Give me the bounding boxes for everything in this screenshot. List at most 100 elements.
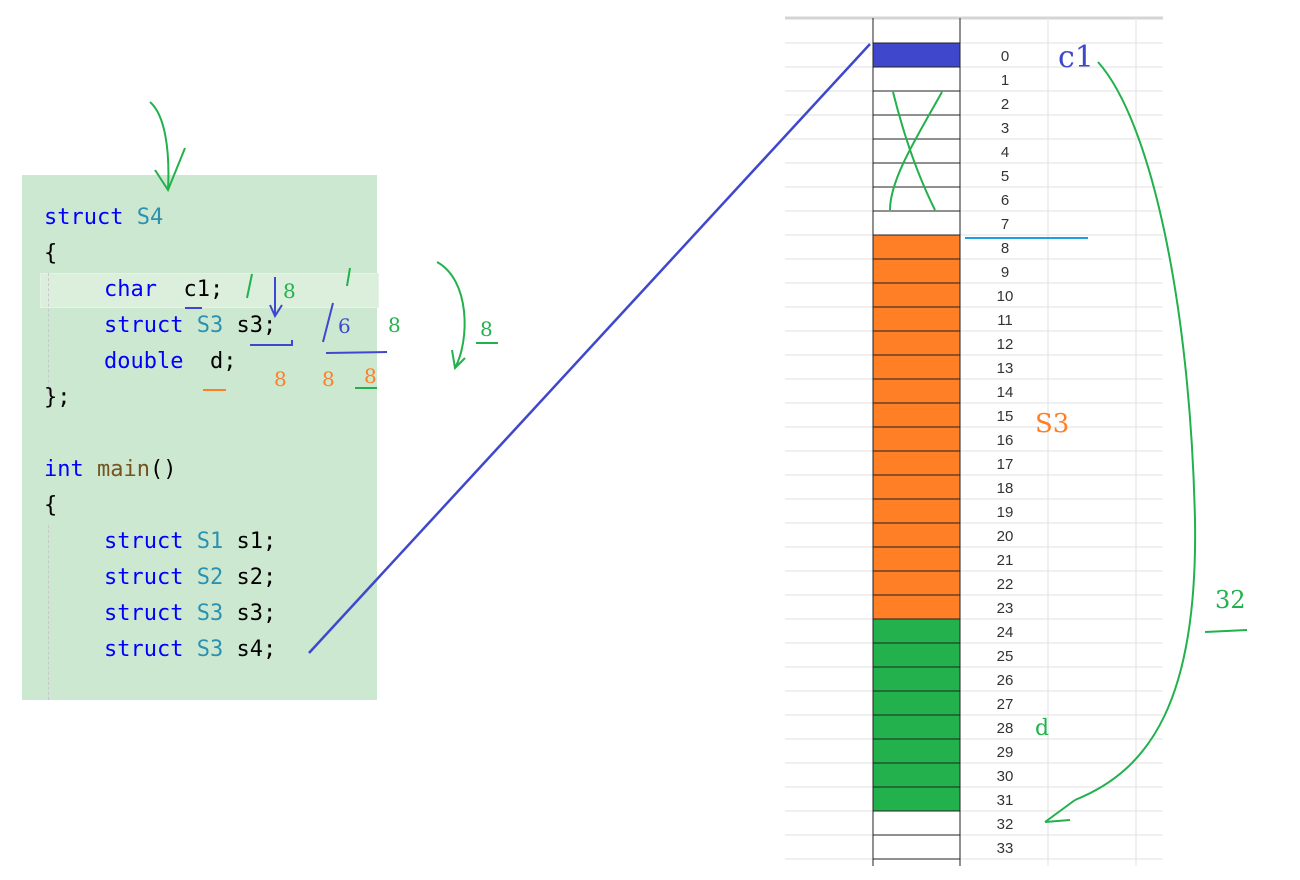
- memory-byte-cell: [872, 618, 961, 644]
- memory-byte-cell: [872, 66, 961, 92]
- code-token: main: [97, 457, 150, 482]
- code-line: struct S3 s4;: [104, 635, 276, 665]
- byte-offset-label: 32: [997, 816, 1014, 833]
- byte-offset-label: 17: [997, 456, 1014, 473]
- code-token: char: [104, 277, 157, 302]
- byte-offset-label: 30: [997, 768, 1014, 785]
- code-token: S1: [196, 529, 224, 554]
- code-token: s4;: [223, 637, 277, 662]
- indent-guide: [48, 525, 49, 700]
- byte-offset-label: 25: [997, 648, 1014, 665]
- memory-byte-cell: [872, 666, 961, 692]
- code-line: int main(): [44, 455, 176, 485]
- memory-byte-cell: [872, 42, 961, 68]
- code-token: S3: [196, 637, 224, 662]
- code-token: int: [44, 457, 84, 482]
- memory-byte-cell: [872, 474, 961, 500]
- memory-byte-cell: [872, 738, 961, 764]
- memory-byte-cell: [872, 378, 961, 404]
- code-line: };: [44, 383, 71, 413]
- memory-byte-cell: [872, 186, 961, 212]
- code-token: struct: [104, 637, 184, 662]
- memory-byte-cell: [872, 90, 961, 116]
- byte-offset-label: 16: [997, 432, 1014, 449]
- code-token: d;: [196, 349, 237, 374]
- memory-byte-cell: [872, 690, 961, 716]
- byte-offset-label: 2: [1001, 96, 1009, 113]
- code-token: struct: [104, 529, 184, 554]
- byte-offset-label: 11: [997, 312, 1013, 329]
- memory-byte-cell: [872, 570, 961, 596]
- memory-byte-cell: [872, 426, 961, 452]
- byte-offset-label: 0: [1001, 48, 1009, 65]
- memory-byte-cell: [872, 498, 961, 524]
- code-line: {: [44, 491, 57, 521]
- byte-offset-label: 27: [997, 696, 1014, 713]
- byte-offset-label: 29: [997, 744, 1014, 761]
- code-line: struct S3 s3;: [104, 599, 276, 629]
- memory-byte-cell: [872, 522, 961, 548]
- byte-offset-label: 13: [997, 360, 1014, 377]
- byte-offset-label: 9: [1001, 264, 1009, 281]
- memory-byte-cell: [872, 546, 961, 572]
- byte-offset-label: 8: [1001, 240, 1009, 257]
- byte-offset-label: 1: [1001, 72, 1009, 89]
- code-token: {: [44, 493, 58, 518]
- memory-byte-cell: [872, 810, 961, 836]
- code-token: s2;: [223, 565, 277, 590]
- byte-offset-label: 24: [997, 624, 1014, 641]
- code-line: struct S3 s3;: [104, 311, 276, 341]
- code-token: struct: [104, 601, 184, 626]
- memory-byte-cell: [872, 594, 961, 620]
- memory-byte-cell: [872, 786, 961, 812]
- memory-byte-cell: [872, 210, 961, 236]
- code-line: {: [44, 239, 57, 269]
- byte-offset-label: 3: [1001, 120, 1009, 137]
- byte-offset-label: 18: [997, 480, 1014, 497]
- code-token: struct: [44, 205, 124, 230]
- memory-byte-cell: [872, 162, 961, 188]
- memory-byte-cell: [872, 282, 961, 308]
- memory-byte-cell: [872, 306, 961, 332]
- byte-offset-label: 19: [997, 504, 1014, 521]
- code-token: S3: [196, 601, 224, 626]
- code-token: S3: [196, 313, 224, 338]
- code-token: };: [44, 385, 71, 410]
- code-token: struct: [104, 313, 184, 338]
- byte-offset-label: 15: [997, 408, 1014, 425]
- byte-offset-label: 20: [997, 528, 1014, 545]
- byte-offset-label: 26: [997, 672, 1014, 689]
- byte-offset-label: 4: [1001, 144, 1009, 161]
- indent-guide: [48, 273, 49, 393]
- byte-offset-label: 33: [997, 840, 1014, 857]
- code-line: struct S2 s2;: [104, 563, 276, 593]
- code-token: double: [104, 349, 184, 374]
- code-token: s3;: [223, 601, 277, 626]
- byte-offset-label: 12: [997, 336, 1014, 353]
- code-token: struct: [104, 565, 184, 590]
- byte-offset-label: 14: [997, 384, 1014, 401]
- byte-offset-label: 21: [997, 552, 1014, 569]
- byte-offset-label: 7: [1001, 216, 1009, 233]
- byte-offset-label: 5: [1001, 168, 1009, 185]
- memory-byte-cell: [872, 354, 961, 380]
- memory-byte-cell: [872, 114, 961, 140]
- code-line: struct S1 s1;: [104, 527, 276, 557]
- memory-byte-cell: [872, 642, 961, 668]
- memory-byte-cell: [872, 450, 961, 476]
- memory-byte-cell: [872, 258, 961, 284]
- memory-byte-cell: [872, 834, 961, 860]
- code-line: double d;: [104, 347, 236, 377]
- code-token: c1;: [170, 277, 224, 302]
- code-token: s1;: [223, 529, 277, 554]
- code-line: struct S4: [44, 203, 163, 233]
- code-line: char c1;: [104, 275, 223, 305]
- byte-offset-label: 10: [997, 288, 1014, 305]
- memory-byte-cell: [872, 234, 961, 260]
- memory-byte-cell: [872, 762, 961, 788]
- code-token: {: [44, 241, 58, 266]
- byte-offset-label: 22: [997, 576, 1014, 593]
- byte-offset-label: 23: [997, 600, 1014, 617]
- memory-byte-cell: [872, 330, 961, 356]
